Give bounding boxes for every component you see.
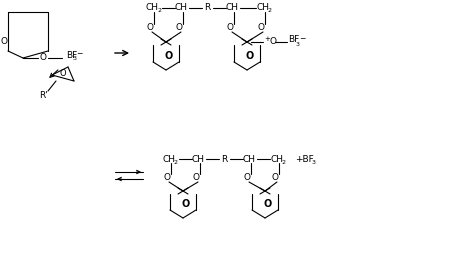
Text: CH: CH <box>163 154 175 164</box>
Text: CH: CH <box>226 3 238 13</box>
Text: O: O <box>264 199 272 209</box>
Text: O: O <box>0 37 8 45</box>
Text: O: O <box>182 199 190 209</box>
Text: R': R' <box>39 90 48 99</box>
Text: −: − <box>299 34 306 43</box>
Text: CH: CH <box>174 3 188 13</box>
Text: CH: CH <box>257 3 269 13</box>
Text: CH: CH <box>146 3 158 13</box>
Text: O: O <box>269 38 276 47</box>
Text: O: O <box>272 174 279 183</box>
Text: O: O <box>175 23 182 33</box>
Text: 3: 3 <box>73 57 77 62</box>
Text: CH: CH <box>271 154 283 164</box>
Text: R: R <box>221 154 227 164</box>
Text: O: O <box>193 174 199 183</box>
Text: O: O <box>147 23 154 33</box>
Text: O: O <box>258 23 265 33</box>
Text: −: − <box>76 49 82 58</box>
Text: O: O <box>164 174 171 183</box>
Text: 2: 2 <box>174 159 178 164</box>
Text: O: O <box>227 23 234 33</box>
Text: R: R <box>204 3 210 13</box>
Text: O: O <box>243 174 251 183</box>
Text: 3: 3 <box>312 159 316 164</box>
Text: BF: BF <box>288 36 299 44</box>
Text: CH: CH <box>191 154 204 164</box>
Text: +: + <box>264 36 270 42</box>
Text: O: O <box>165 51 173 61</box>
Text: 3: 3 <box>296 42 300 47</box>
Text: 2: 2 <box>268 8 272 13</box>
Text: O: O <box>246 51 254 61</box>
Text: +BF: +BF <box>295 154 314 164</box>
Text: 2: 2 <box>282 159 286 164</box>
Text: CH: CH <box>243 154 256 164</box>
Text: O: O <box>39 53 47 63</box>
Text: BF: BF <box>66 50 77 59</box>
Text: O: O <box>60 68 66 78</box>
Text: 2: 2 <box>157 8 161 13</box>
